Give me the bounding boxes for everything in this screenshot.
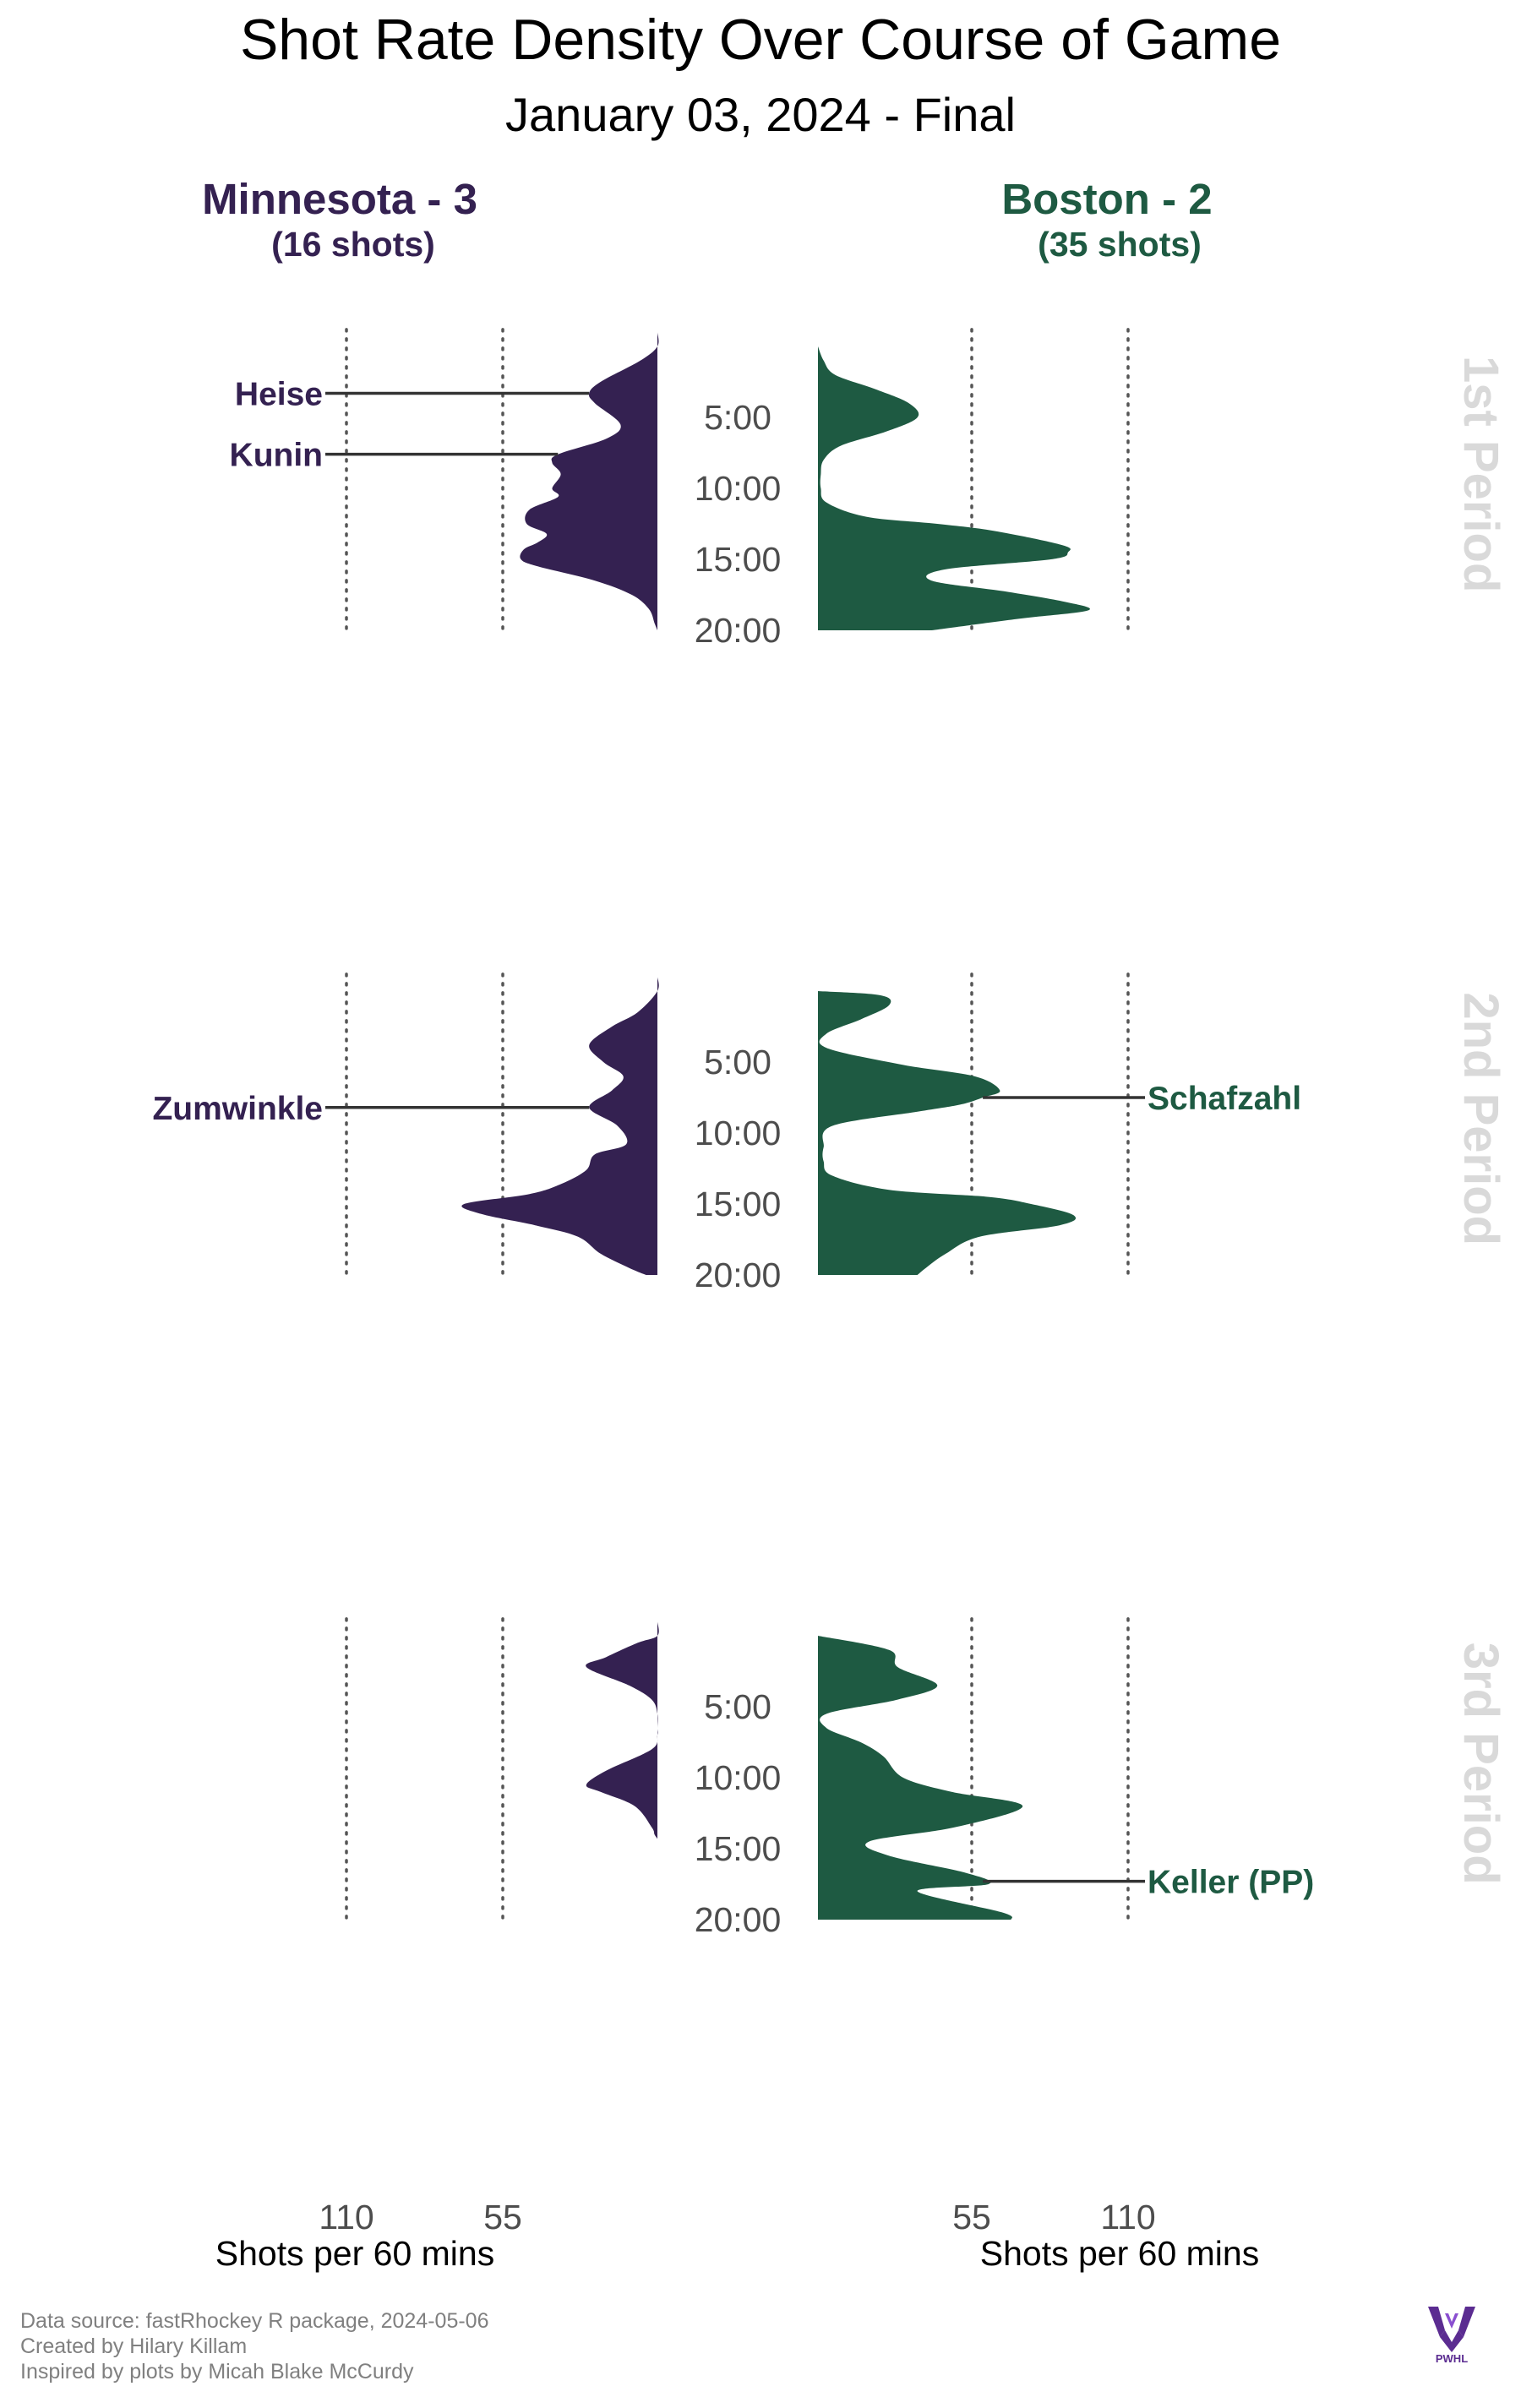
- pwhl-logo-text: PWHL: [1436, 2352, 1468, 2364]
- goal-scorer-label: Zumwinkle: [152, 1091, 323, 1127]
- footer-created-by: Created by Hilary Killam: [20, 2334, 248, 2358]
- time-tick-label: 10:00: [695, 1114, 782, 1152]
- time-tick-label: 15:00: [695, 540, 782, 579]
- footer-data-source: Data source: fastRhockey R package, 2024…: [20, 2309, 489, 2333]
- goal-scorer-label: Schafzahl: [1148, 1081, 1301, 1117]
- chart-title: Shot Rate Density Over Course of Game: [240, 8, 1281, 72]
- minnesota-density-period-3: [586, 1621, 659, 1839]
- goal-scorer-label: Heise: [235, 376, 323, 412]
- time-tick-label: 5:00: [704, 1043, 771, 1081]
- boston-density-period-1: [818, 346, 1090, 630]
- team-left-shots: (16 shots): [271, 225, 435, 264]
- minnesota-density-period-1: [520, 332, 659, 630]
- team-right-header: Boston - 2: [1001, 175, 1212, 223]
- right-axis-label: Shots per 60 mins: [980, 2234, 1259, 2273]
- time-tick-label: 5:00: [704, 1687, 771, 1726]
- team-right-shots: (35 shots): [1038, 225, 1202, 264]
- left-axis-tick-110: 110: [319, 2198, 373, 2236]
- plot-area: 5:00 10:00 15:00 20:00 1st Period Heise Kunin 5…: [152, 328, 1508, 1939]
- time-tick-label: 10:00: [695, 1758, 782, 1797]
- boston-density-period-3: [818, 1636, 1023, 1920]
- goal-scorer-label: Kunin: [230, 438, 323, 474]
- period-label-2: 2nd Period: [1453, 992, 1508, 1245]
- time-tick-label: 20:00: [695, 1256, 782, 1294]
- left-axis-tick-55: 55: [483, 2198, 522, 2236]
- minnesota-density-period-2: [461, 977, 659, 1275]
- right-axis-tick-110: 110: [1100, 2198, 1155, 2236]
- chart-subtitle: January 03, 2024 - Final: [505, 88, 1016, 141]
- right-axis-tick-55: 55: [952, 2198, 991, 2236]
- time-tick-label: 15:00: [695, 1829, 782, 1868]
- boston-density-period-2: [818, 991, 1077, 1275]
- left-axis-label: Shots per 60 mins: [215, 2234, 494, 2273]
- time-tick-label: 5:00: [704, 398, 771, 437]
- goal-scorer-label: Keller (PP): [1148, 1865, 1314, 1901]
- time-tick-label: 15:00: [695, 1185, 782, 1223]
- time-tick-label: 20:00: [695, 611, 782, 650]
- time-tick-label: 10:00: [695, 469, 782, 508]
- footer-inspired-by: Inspired by plots by Micah Blake McCurdy: [20, 2360, 414, 2383]
- period-label-1: 1st Period: [1453, 356, 1508, 592]
- time-tick-label: 20:00: [695, 1900, 782, 1939]
- team-left-header: Minnesota - 3: [202, 175, 477, 223]
- pwhl-logo-icon: PWHL: [1428, 2307, 1475, 2364]
- footer-credits: Data source: fastRhockey R package, 2024…: [20, 2308, 488, 2384]
- period-label-3: 3rd Period: [1453, 1643, 1508, 1885]
